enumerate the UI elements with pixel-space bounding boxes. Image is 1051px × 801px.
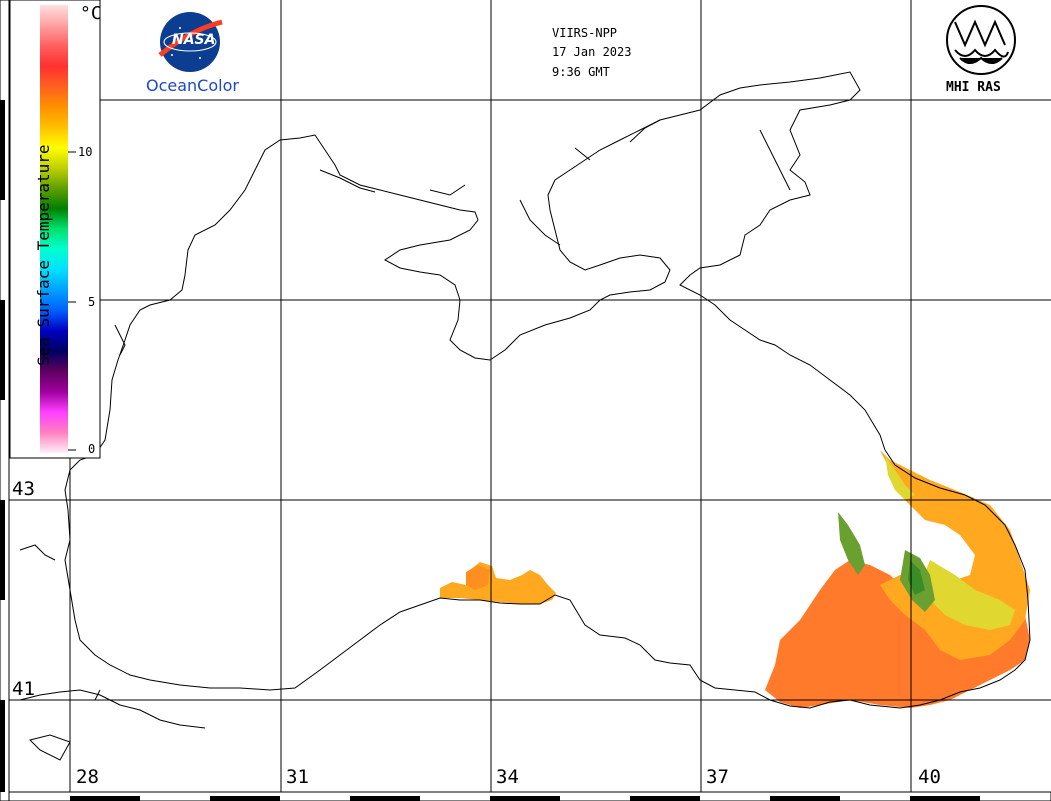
- colorbar-unit: °C: [80, 3, 102, 24]
- lat-label-41: 41: [12, 678, 35, 700]
- coast-azov-east: [884, 449, 1026, 571]
- sst-patch-east-cold-2: [908, 560, 925, 595]
- coastline: [19, 71, 1031, 761]
- sst-patch-east: [765, 560, 1030, 708]
- mhi-logo: [946, 5, 1016, 75]
- coast-crimea-sivash: [319, 169, 561, 246]
- sensor-label: VIIRS-NPP: [552, 26, 618, 40]
- colorbar-ticks: [68, 151, 76, 451]
- mhi-ras-label: MHI RAS: [946, 80, 1001, 95]
- nasa-logo: [158, 12, 223, 72]
- colorbar-gradient: [40, 5, 68, 453]
- lat-label-43: 43: [12, 478, 35, 500]
- colorbar-tick-0: 0: [88, 442, 96, 456]
- oceancolor-label: OceanColor: [146, 76, 239, 95]
- lon-label-34: 34: [496, 766, 519, 788]
- coast-west-detail: [19, 324, 126, 561]
- lon-label-40: 40: [918, 766, 941, 788]
- nasa-logo-text: NASA: [172, 32, 216, 48]
- colorbar-title: Sea Surface Temperature: [34, 144, 53, 366]
- colorbar-tick-10: 10: [78, 145, 93, 159]
- lon-label-31: 31: [286, 766, 309, 788]
- colorbar-tick-5: 5: [88, 295, 96, 309]
- coast-marmara: [19, 689, 206, 761]
- sst-patch-central-warm: [466, 565, 490, 590]
- lon-label-28: 28: [76, 766, 99, 788]
- coast-south: [64, 469, 1031, 709]
- sst-patch-central: [440, 562, 556, 604]
- coast-north-west: [69, 71, 886, 471]
- sst-patch-east-cool: [885, 455, 1015, 630]
- time-label: 9:36 GMT: [552, 65, 610, 79]
- lon-label-37: 37: [706, 766, 729, 788]
- date-label: 17 Jan 2023: [552, 45, 632, 59]
- coast-azov-north: [574, 119, 791, 191]
